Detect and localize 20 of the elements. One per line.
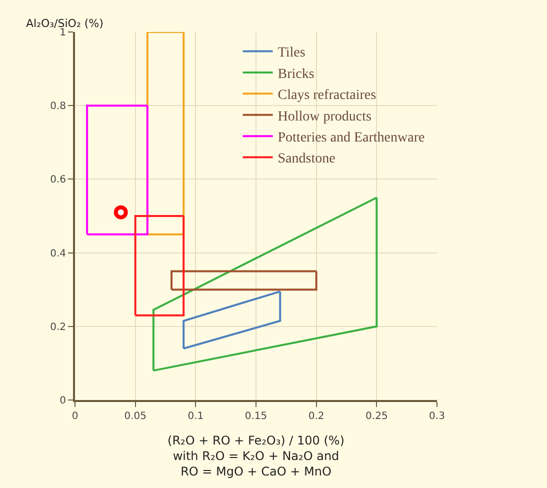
legend-label: Hollow products — [278, 109, 372, 124]
y-tick-label: 0.6 — [50, 174, 66, 186]
y-tick-label: 0 — [60, 396, 66, 406]
y-tick-label: 0.2 — [50, 322, 66, 333]
x-tick-label: 0.3 — [429, 411, 445, 422]
x-tick-label: 0.25 — [366, 411, 388, 422]
x-tick-label: 0.05 — [124, 411, 146, 422]
legend-label: Clays refractaires — [278, 88, 376, 104]
y-tick-label: 0.4 — [50, 248, 66, 260]
legend-label: Bricks — [278, 66, 314, 82]
x-tick-label: 0.2 — [308, 411, 324, 422]
x-tick-label: 0.15 — [244, 411, 268, 422]
legend-label: Tiles — [278, 46, 306, 61]
x-tick-label: 0.1 — [188, 411, 204, 422]
legend-label: Potteries and Earthenware — [278, 130, 425, 146]
x-tick-label: 0 — [72, 411, 78, 422]
y-tick-label: 0.8 — [50, 101, 66, 112]
y-tick-label: 1 — [60, 28, 66, 38]
x-axis-title: (R₂O + RO + Fe₂O₃) / 100 (%) with R₂O = K₂O + Na₂O and RO = MgO + CaO + MnO — [168, 433, 344, 479]
legend-label: Sandstone — [278, 152, 336, 167]
